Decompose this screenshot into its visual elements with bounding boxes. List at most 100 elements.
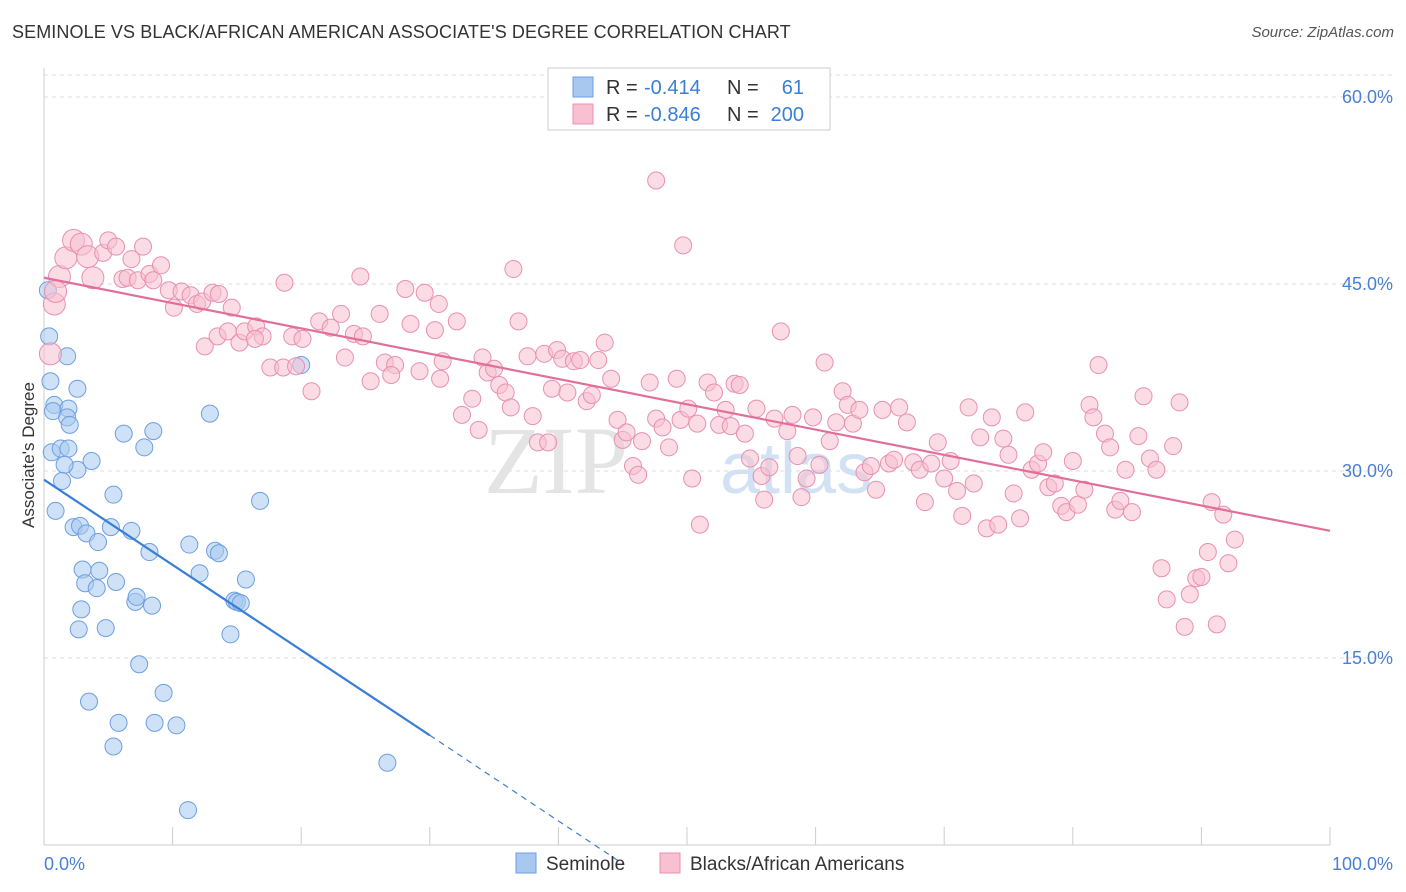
data-point (101, 518, 120, 537)
data-point (104, 485, 123, 504)
legend-swatch (572, 76, 594, 98)
data-point (1175, 617, 1194, 636)
data-point (885, 450, 904, 469)
data-point (109, 713, 128, 732)
data-point (589, 351, 608, 370)
data-point (144, 271, 163, 290)
data-point (820, 432, 839, 451)
data-point (452, 405, 471, 424)
data-point (647, 171, 666, 190)
legend-r-value: -0.414 (644, 77, 701, 99)
data-point (41, 372, 60, 391)
data-point (1207, 615, 1226, 634)
data-point (640, 373, 659, 392)
data-point (431, 369, 450, 388)
data-point (496, 383, 515, 402)
legend-n-label: N = (727, 104, 759, 126)
data-point (382, 366, 401, 385)
legend-series: Seminole Blacks/African Americans (515, 852, 904, 875)
data-point (107, 572, 126, 591)
data-point (1075, 480, 1094, 499)
data-point (683, 469, 702, 488)
data-point (152, 256, 171, 275)
chart-source: Source: ZipAtlas.com (1251, 24, 1394, 41)
data-point (632, 432, 651, 451)
data-point (608, 410, 627, 429)
legend-series-swatch (515, 852, 537, 874)
data-point (236, 570, 255, 589)
data-point (741, 449, 760, 468)
data-point (964, 474, 983, 493)
data-point (1192, 567, 1211, 586)
data-point (53, 471, 72, 490)
data-point (897, 413, 916, 432)
data-point (542, 379, 561, 398)
data-point (167, 716, 186, 735)
y-tick-label: 45.0% (1342, 274, 1393, 294)
data-point (245, 329, 264, 348)
series-black-points (38, 171, 1244, 636)
data-point (982, 408, 1001, 427)
data-point (60, 415, 79, 434)
y-tick-label: 15.0% (1342, 648, 1393, 668)
legend-series-swatch (659, 852, 681, 874)
data-point (935, 469, 954, 488)
legend-series-name: Blacks/African Americans (690, 854, 904, 875)
data-point (595, 333, 614, 352)
data-point (130, 655, 149, 674)
data-point (69, 620, 88, 639)
data-point (1180, 585, 1199, 604)
data-point (1116, 460, 1135, 479)
data-point (953, 506, 972, 525)
data-point (1034, 443, 1053, 462)
data-point (415, 283, 434, 302)
data-point (667, 369, 686, 388)
data-point (59, 439, 78, 458)
data-point (80, 692, 99, 711)
data-point (501, 398, 520, 417)
data-point (87, 579, 106, 598)
data-point (558, 383, 577, 402)
legend-box (547, 67, 831, 131)
legend-n-label: N = (727, 77, 759, 99)
data-point (82, 452, 101, 471)
data-point (89, 533, 108, 552)
data-point (361, 372, 380, 391)
y-tick-label: 60.0% (1342, 87, 1393, 107)
data-point (1219, 554, 1238, 573)
data-point (771, 322, 790, 341)
data-point (815, 353, 834, 372)
axes (43, 68, 1331, 846)
data-point (221, 625, 240, 644)
data-point (674, 236, 693, 255)
data-point (518, 347, 537, 366)
data-point (1164, 437, 1183, 456)
data-point (1111, 491, 1130, 510)
data-point (867, 480, 886, 499)
data-point (735, 424, 754, 443)
data-point (335, 348, 354, 367)
data-point (68, 379, 87, 398)
data-point (378, 753, 397, 772)
legend-n-value: 61 (782, 77, 804, 99)
data-point (994, 429, 1013, 448)
data-point (401, 314, 420, 333)
data-point (747, 399, 766, 418)
data-point (293, 329, 312, 348)
data-point (370, 304, 389, 323)
trend-line (43, 276, 1331, 532)
data-point (55, 455, 74, 474)
data-point (873, 400, 892, 419)
data-point (200, 404, 219, 423)
data-point (127, 587, 146, 606)
data-point (788, 447, 807, 466)
data-point (797, 469, 816, 488)
legend-r-label: R = (606, 77, 638, 99)
data-point (145, 713, 164, 732)
data-point (135, 438, 154, 457)
trend-line-extension (429, 734, 624, 865)
data-point (90, 561, 109, 580)
data-point (144, 422, 163, 441)
x-tick-labels: 0.0% 100.0% (44, 854, 1393, 874)
legend-swatch (572, 103, 594, 125)
